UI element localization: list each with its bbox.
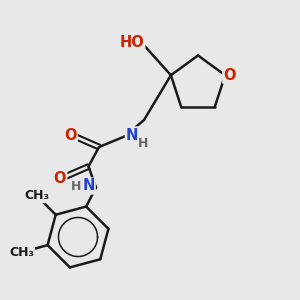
Text: O: O (64, 128, 77, 142)
Text: CH₃: CH₃ (9, 246, 34, 259)
Text: CH₃: CH₃ (24, 189, 49, 202)
Text: O: O (224, 68, 236, 83)
Text: HO: HO (119, 35, 144, 50)
Text: H: H (71, 179, 81, 193)
Text: N: N (82, 178, 95, 194)
Text: N: N (126, 128, 138, 142)
Text: H: H (138, 136, 148, 150)
Text: O: O (54, 171, 66, 186)
